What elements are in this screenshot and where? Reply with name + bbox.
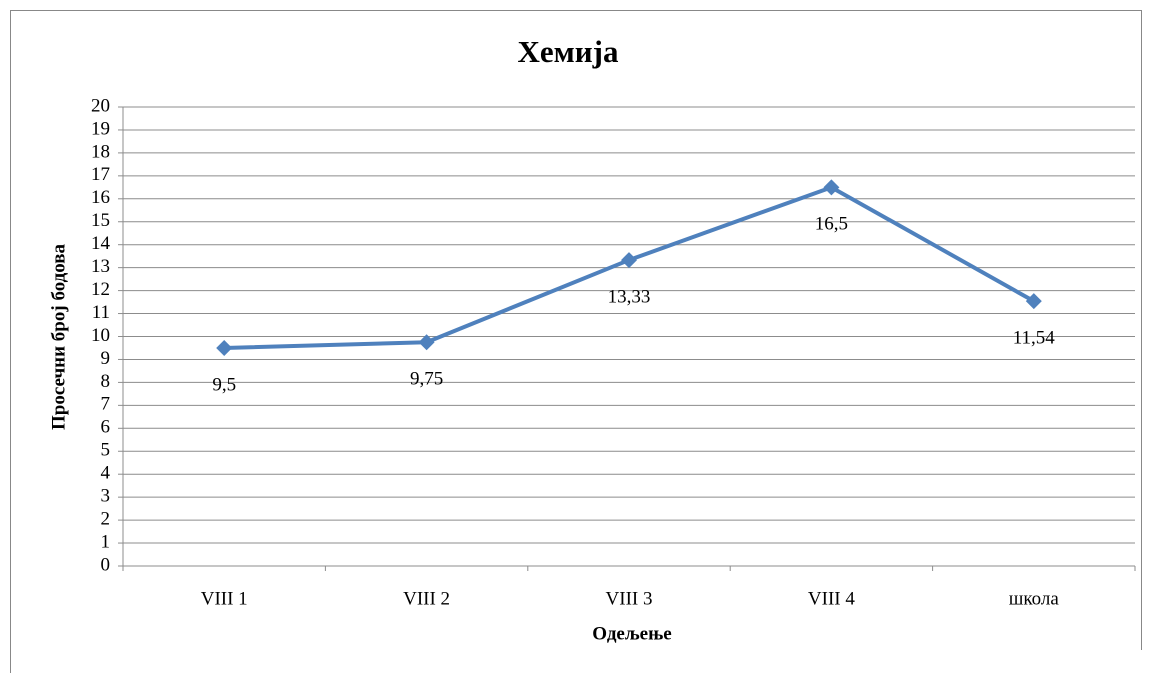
data-point [216,339,233,356]
chart-title: Хемија [518,34,619,69]
y-tick-label: 12 [91,279,110,300]
y-tick-label: 14 [91,233,111,254]
data-label: 9,75 [410,369,443,390]
x-tick-label: VIII 3 [606,588,653,609]
y-tick-label: 5 [101,440,111,461]
y-tick-label: 18 [91,141,110,162]
y-tick-label: 10 [91,325,110,346]
data-label: 9,5 [212,374,236,395]
data-label: 11,54 [1013,328,1056,349]
y-tick-label: 9 [101,348,111,369]
x-tick-label: школа [1009,588,1060,609]
y-tick-label: 17 [91,164,110,185]
y-tick-label: 7 [101,394,111,415]
y-tick-label: 11 [92,302,110,323]
data-label: 13,33 [608,286,651,307]
x-tick-label: VIII 2 [403,588,450,609]
y-tick-label: 15 [91,210,110,231]
y-tick-label: 20 [91,95,110,116]
y-tick-label: 16 [91,187,110,208]
y-tick-label: 13 [91,256,110,277]
data-point [1025,293,1042,310]
y-tick-label: 0 [101,554,111,575]
y-tick-label: 4 [101,463,111,484]
data-label: 16,5 [815,214,848,235]
y-tick-label: 1 [101,531,111,552]
data-point [621,252,637,269]
data-point [418,334,435,351]
y-axis-label: Просечни број бодова [48,243,69,430]
y-tick-label: 19 [91,118,110,139]
x-axis-label: Одељење [592,623,671,644]
data-point [823,179,840,196]
y-tick-label: 3 [101,486,111,507]
x-tick-label: VIII 1 [201,588,248,609]
y-tick-label: 6 [101,417,111,438]
x-tick-label: VIII 4 [808,588,855,609]
y-tick-label: 8 [101,371,111,392]
y-tick-label: 2 [101,508,111,529]
